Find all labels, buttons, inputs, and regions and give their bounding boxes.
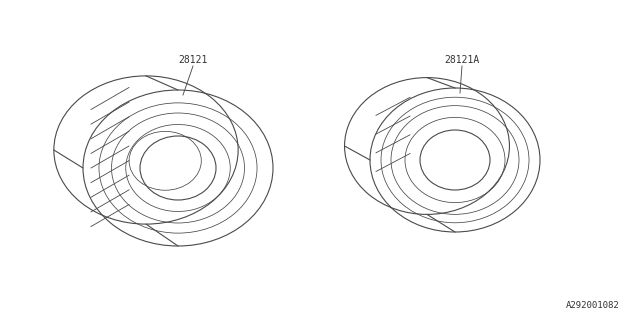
Text: A292001082: A292001082 [566,300,620,309]
Text: 28121: 28121 [179,55,208,65]
Text: 28121A: 28121A [444,55,479,65]
